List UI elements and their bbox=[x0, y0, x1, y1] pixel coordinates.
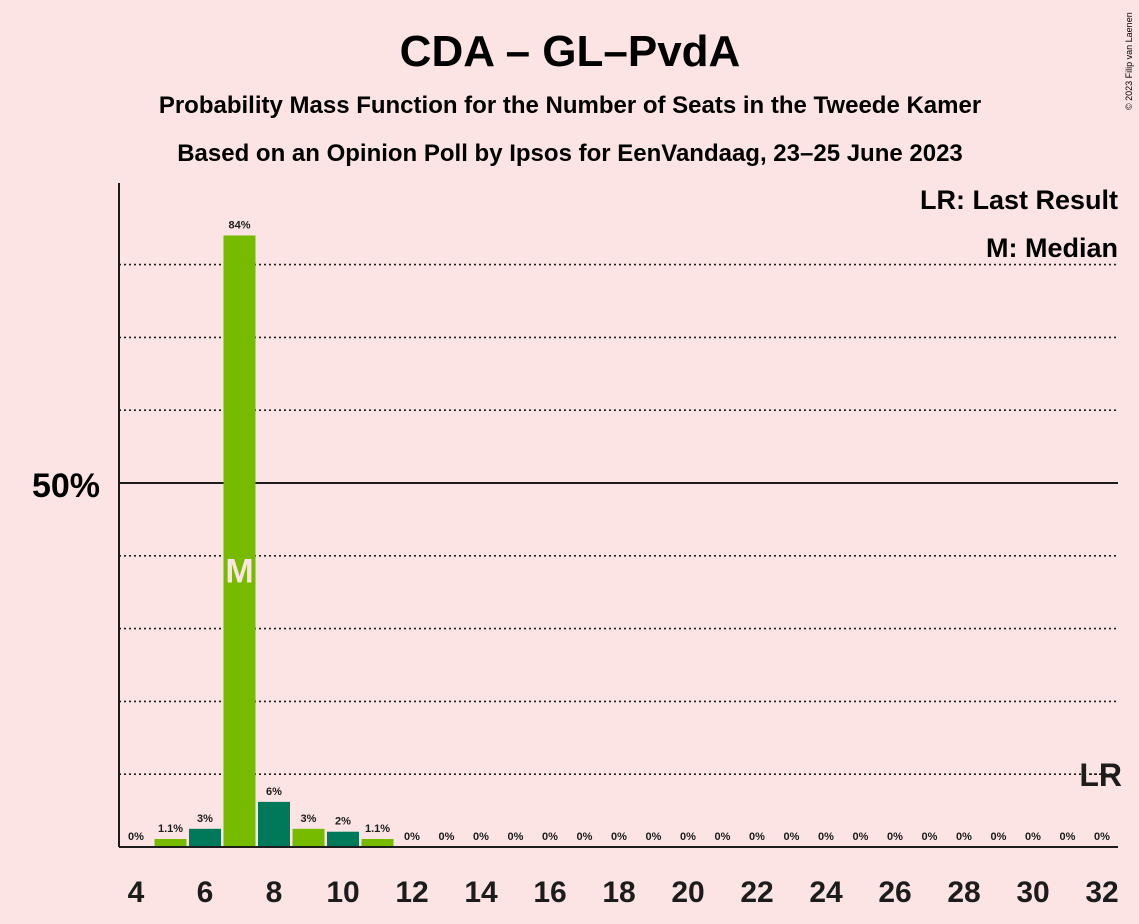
bar-seat-11 bbox=[362, 839, 394, 847]
median-marker: M bbox=[225, 552, 253, 590]
bar-label-seat-12: 0% bbox=[404, 831, 420, 843]
bar-seat-9 bbox=[293, 829, 325, 847]
bar-label-seat-29: 0% bbox=[991, 831, 1007, 843]
x-tick-label: 28 bbox=[947, 876, 980, 909]
x-tick-label: 12 bbox=[395, 876, 428, 909]
legend-median: M: Median bbox=[986, 233, 1118, 263]
legend-last-result: LR: Last Result bbox=[920, 185, 1118, 215]
bar-seat-10 bbox=[327, 832, 359, 847]
x-tick-label: 6 bbox=[197, 876, 214, 909]
bar-label-seat-15: 0% bbox=[508, 831, 524, 843]
x-tick-label: 20 bbox=[671, 876, 704, 909]
bar-label-seat-25: 0% bbox=[853, 831, 869, 843]
bar-label-seat-10: 2% bbox=[335, 816, 351, 828]
bar-seat-6 bbox=[189, 829, 221, 847]
y-tick-label-50: 50% bbox=[32, 467, 100, 505]
x-tick-label: 14 bbox=[464, 876, 498, 909]
bar-label-seat-20: 0% bbox=[680, 831, 696, 843]
bar-label-seat-32: 0% bbox=[1094, 831, 1110, 843]
x-axis: 4 6 8 10 12 14 16 18 20 22 24 26 28 30 32 bbox=[119, 183, 1119, 909]
bar-label-seat-4: 0% bbox=[128, 831, 144, 843]
bar-label-seat-5: 1.1% bbox=[158, 823, 183, 835]
bar-label-seat-27: 0% bbox=[922, 831, 938, 843]
chart-subtitle-2: Based on an Opinion Poll by Ipsos for Ee… bbox=[177, 140, 963, 167]
bar-label-seat-26: 0% bbox=[887, 831, 903, 843]
chart-subtitle-1: Probability Mass Function for the Number… bbox=[159, 92, 981, 119]
bar-label-seat-7: 84% bbox=[228, 219, 250, 231]
bar-label-seat-21: 0% bbox=[715, 831, 731, 843]
x-tick-label: 16 bbox=[533, 876, 566, 909]
bar-seat-5 bbox=[155, 839, 187, 847]
bar-label-seat-16: 0% bbox=[542, 831, 558, 843]
bar-label-seat-30: 0% bbox=[1025, 831, 1041, 843]
copyright-text: © 2023 Filip van Laenen bbox=[1124, 12, 1134, 110]
gridlines bbox=[119, 265, 1118, 775]
bar-label-seat-17: 0% bbox=[577, 831, 593, 843]
bar-label-seat-9: 3% bbox=[301, 813, 317, 825]
bar-label-seat-18: 0% bbox=[611, 831, 627, 843]
x-tick-label: 18 bbox=[602, 876, 635, 909]
x-tick-label: 24 bbox=[809, 876, 843, 909]
bar-label-seat-24: 0% bbox=[818, 831, 834, 843]
bar-label-seat-19: 0% bbox=[646, 831, 662, 843]
x-tick-label: 10 bbox=[326, 876, 359, 909]
x-tick-label: 26 bbox=[878, 876, 911, 909]
x-tick-label: 4 bbox=[128, 876, 145, 909]
bar-seat-7 bbox=[224, 235, 256, 847]
bar-label-seat-8: 6% bbox=[266, 786, 282, 798]
bar-label-seat-28: 0% bbox=[956, 831, 972, 843]
bar-label-seat-23: 0% bbox=[784, 831, 800, 843]
bar-label-seat-13: 0% bbox=[439, 831, 455, 843]
x-tick-label: 22 bbox=[740, 876, 773, 909]
x-tick-label: 8 bbox=[266, 876, 283, 909]
bar-labels: 0% 1.1% 3% 84% 6% 3% 2% 1.1% 0% 0% 0% 0% 0% 0% 0% 0% 0% 0… bbox=[128, 219, 1122, 843]
bar-seat-8 bbox=[258, 802, 290, 847]
bar-label-seat-14: 0% bbox=[473, 831, 489, 843]
bar-label-seat-6: 3% bbox=[197, 813, 213, 825]
last-result-marker: LR bbox=[1079, 757, 1122, 793]
bars bbox=[155, 235, 394, 847]
x-tick-label: 30 bbox=[1016, 876, 1049, 909]
x-tick-label: 32 bbox=[1085, 876, 1118, 909]
chart-title: CDA – GL–PvdA bbox=[400, 27, 741, 76]
bar-label-seat-11: 1.1% bbox=[365, 823, 390, 835]
bar-label-seat-22: 0% bbox=[749, 831, 765, 843]
bar-label-seat-31: 0% bbox=[1060, 831, 1076, 843]
